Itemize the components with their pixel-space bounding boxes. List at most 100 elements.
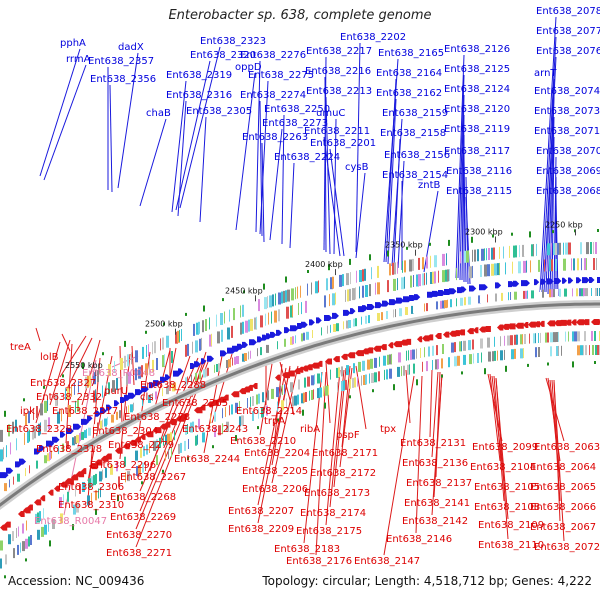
feature-block [116, 461, 118, 472]
feature-block [305, 300, 307, 313]
feature-block [264, 297, 267, 310]
feature-block [558, 331, 559, 342]
skew-tick [324, 402, 326, 409]
reverse-gene-label: Ent638_2147 [354, 556, 420, 567]
feature-block [469, 354, 472, 365]
feature-block [65, 388, 66, 401]
feature-block [102, 385, 103, 398]
feature-block [369, 284, 371, 297]
reverse-gene-label: Ent638_2110 [478, 540, 544, 551]
forward-gene-label: Ent638_2074 [534, 86, 600, 97]
feature-block [108, 364, 111, 377]
feature-block [384, 369, 385, 380]
leader-line [431, 373, 443, 516]
reverse-gene-label: Ent638_2099 [472, 442, 538, 453]
feature-block [321, 372, 322, 383]
feature-block [7, 480, 10, 489]
forward-gene-label: Ent638_2162 [376, 88, 442, 99]
feature-block [549, 289, 551, 298]
feature-block [280, 385, 281, 396]
feature-block [198, 418, 200, 429]
feature-block [343, 321, 344, 330]
feature-block [75, 400, 76, 413]
skew-tick [117, 495, 119, 502]
feature-block [382, 264, 385, 277]
feature-block [146, 345, 147, 357]
forward-gene-label: Ent638_2356 [90, 74, 156, 85]
reverse-gene-label: Ent638_2214 [236, 406, 302, 417]
feature-block [595, 288, 597, 296]
leader-line [325, 369, 341, 526]
feature-block [25, 413, 27, 425]
leader-line [109, 84, 113, 193]
leader-line [131, 345, 135, 386]
feature-block [359, 270, 362, 282]
feature-block [574, 331, 577, 342]
leader-line [489, 373, 501, 462]
feature-block [248, 319, 250, 332]
feature-block [89, 374, 91, 387]
feature-block [426, 361, 428, 372]
gene-arrow [382, 300, 390, 307]
gene-arrow [432, 290, 440, 297]
feature-block [40, 422, 41, 435]
feature-block [260, 315, 263, 328]
feature-block [156, 455, 158, 466]
feature-block [174, 382, 176, 391]
gene-arrow [115, 447, 123, 454]
feature-block [44, 400, 47, 413]
gene-arrow [309, 319, 315, 326]
feature-block [167, 433, 170, 444]
feature-block [356, 270, 357, 283]
reverse-gene-label: Ent638_2270 [106, 530, 172, 541]
gene-arrow [350, 308, 356, 315]
feature-block [531, 290, 534, 299]
skew-tick [4, 410, 6, 417]
feature-block [267, 390, 269, 401]
gene-arrow [495, 282, 502, 289]
scale-tick [575, 229, 576, 236]
leader-line [383, 375, 415, 556]
skew-tick [141, 481, 143, 485]
feature-block [290, 305, 293, 318]
feature-block [398, 352, 401, 363]
feature-block [49, 451, 51, 460]
feature-block [530, 260, 531, 273]
feature-block [559, 288, 561, 297]
leader-line [179, 46, 221, 209]
gene-arrow [129, 439, 138, 446]
feature-block [585, 288, 588, 297]
forward-gene-label: Ent638_2224 [274, 152, 340, 163]
reverse-gene-label: Ent638_2210 [230, 436, 296, 447]
gene-arrow [417, 336, 423, 343]
skew-tick [263, 283, 265, 290]
gene-arrow [325, 358, 332, 365]
feature-block [426, 256, 428, 269]
feature-block [102, 419, 103, 428]
feature-block [383, 355, 386, 366]
feature-block [222, 423, 223, 434]
feature-block [269, 343, 270, 352]
leader-line [35, 327, 41, 342]
gene-arrow [565, 319, 572, 326]
gene-arrow [249, 339, 257, 346]
feature-block [347, 289, 349, 302]
feature-block [43, 508, 44, 519]
feature-block [454, 298, 456, 307]
feature-block [432, 360, 433, 370]
feature-block [514, 291, 517, 300]
feature-block [78, 380, 79, 393]
gene-arrow [389, 299, 398, 306]
forward-gene-label: Ent638_2115 [446, 186, 512, 197]
leader-line [315, 371, 327, 556]
feature-block [365, 374, 367, 385]
reverse-gene-label: Ent638_2279 [108, 440, 174, 451]
feature-block [572, 242, 574, 255]
feature-block [312, 330, 313, 338]
feature-block [234, 356, 236, 365]
feature-block [44, 455, 47, 464]
gene-arrow [145, 431, 154, 438]
feature-block [61, 409, 62, 422]
feature-block [119, 410, 121, 419]
feature-block [572, 288, 573, 297]
